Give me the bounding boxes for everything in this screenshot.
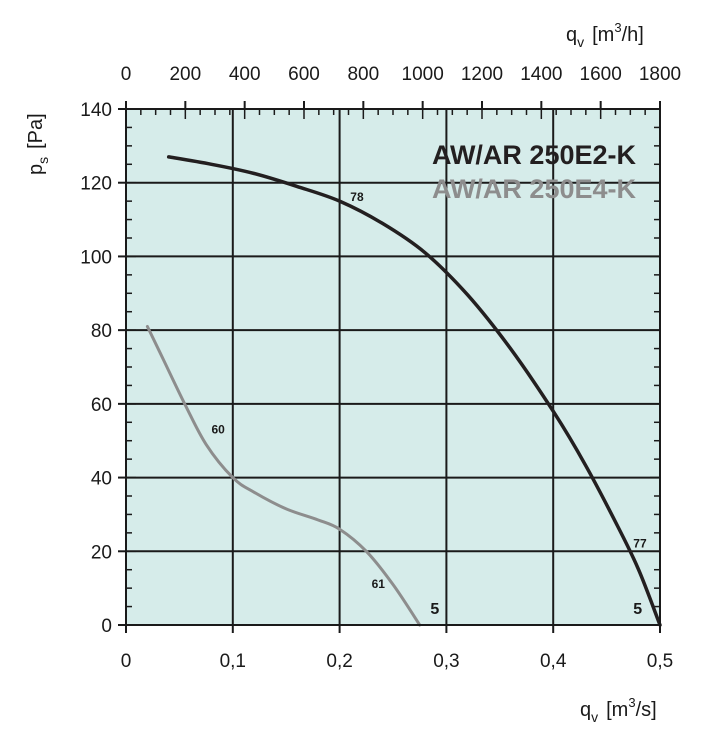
- x-tick-label: 0,3: [433, 651, 459, 672]
- x2-tick-label: 600: [288, 64, 320, 85]
- x-tick-label: 0,4: [540, 651, 567, 672]
- series-line-2: [145, 325, 422, 627]
- plot-frame: [125, 108, 661, 626]
- y-tick-label: 0: [101, 616, 112, 637]
- y-tick-label: 140: [80, 100, 112, 121]
- legend: AW/AR 250E2-K AW/AR 250E4-K: [432, 140, 637, 204]
- plot-background: [126, 109, 660, 625]
- y-axis-left: 0 20 40 60 80 100 120 140: [80, 100, 126, 637]
- y-tick-label: 40: [91, 469, 112, 490]
- x-axis-bottom: 0 0,1 0,2 0,3 0,4 0,5: [121, 625, 673, 672]
- x2-tick-label: 1600: [580, 64, 622, 85]
- y-tick-label: 20: [91, 542, 112, 563]
- y-tick-label: 60: [91, 395, 112, 416]
- x2-tick-label: 1800: [639, 64, 681, 85]
- x2-tick-label: 200: [169, 64, 201, 85]
- speed-label: 5: [633, 601, 642, 618]
- x2-tick-label: 400: [229, 64, 261, 85]
- grid-lines: [126, 109, 660, 625]
- x2-tick-label: 800: [347, 64, 379, 85]
- x2-tick-label: 1200: [461, 64, 503, 85]
- y-tick-label: 120: [80, 174, 112, 195]
- curve-annotation: 77: [633, 537, 647, 551]
- x-tick-label: 0,1: [220, 651, 246, 672]
- speed-label: 5: [430, 601, 439, 618]
- x2-tick-label: 0: [121, 64, 132, 85]
- curve-annotation: 61: [372, 577, 386, 591]
- y-axis-title: ps[Pa]: [25, 113, 51, 175]
- y-tick-label: 100: [80, 247, 112, 268]
- legend-entry-1: AW/AR 250E2-K: [432, 140, 637, 170]
- x-tick-label: 0: [121, 651, 132, 672]
- legend-entry-2: AW/AR 250E4-K: [432, 174, 637, 204]
- x2-tick-label: 1400: [520, 64, 562, 85]
- x-axis-title: qv [m3/s]: [580, 695, 657, 725]
- curve-annotation: 78: [350, 190, 364, 204]
- series-line-1: [166, 155, 662, 627]
- x2-tick-label: 1000: [402, 64, 444, 85]
- x2-axis-title: qv [m3/h]: [566, 20, 644, 50]
- x-axis-top: 0 200 400 600 800 1000 1200 1400 1600 1800: [121, 64, 681, 109]
- series-layer: 78 77 5 60 61 5: [145, 155, 662, 627]
- x-tick-label: 0,5: [647, 651, 673, 672]
- curve-annotation: 60: [211, 422, 225, 436]
- y-tick-label: 80: [91, 321, 112, 342]
- x-tick-label: 0,2: [326, 651, 352, 672]
